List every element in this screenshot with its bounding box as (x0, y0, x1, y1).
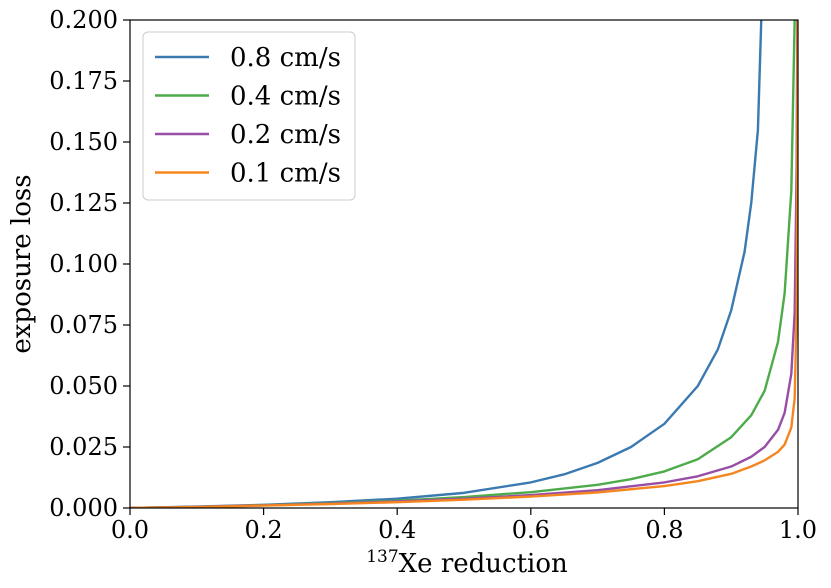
y-tick-label: 0.150 (49, 128, 118, 156)
y-tick-label: 0.000 (49, 494, 118, 522)
y-tick-label: 0.025 (49, 433, 118, 461)
x-tick-label: 1.0 (779, 516, 817, 544)
x-tick-label: 0.4 (378, 516, 416, 544)
legend-entry-1: 0.4 cm/s (230, 82, 341, 112)
y-tick-label: 0.125 (49, 189, 118, 217)
x-axis-label: 137Xe reduction (366, 547, 568, 579)
legend-entry-3: 0.1 cm/s (230, 159, 341, 189)
legend: 0.8 cm/s 0.4 cm/s 0.2 cm/s 0.1 cm/s (142, 31, 356, 201)
y-tick-label: 0.075 (49, 311, 118, 339)
y-tick-label: 0.050 (49, 372, 118, 400)
x-axis-label-superscript: 137 (366, 547, 398, 567)
x-tick-label: 0.0 (111, 516, 149, 544)
y-tick-label: 0.175 (49, 67, 118, 95)
x-axis-label-text: Xe reduction (399, 549, 568, 579)
plot-frame (129, 19, 799, 509)
x-tick-label: 0.6 (512, 516, 550, 544)
ticks-layer: 0.0 0.2 0.4 0.6 0.8 1.0 0.000 0.025 0.050 0.075 0.… (49, 6, 817, 544)
series-line-3 (130, 20, 798, 508)
legend-box (142, 31, 356, 201)
y-tick-label: 0.200 (49, 6, 118, 34)
y-axis-label: exposure loss (7, 174, 37, 353)
x-tick-label: 0.8 (645, 516, 683, 544)
y-tick-label: 0.100 (49, 250, 118, 278)
legend-entry-2: 0.2 cm/s (230, 120, 341, 150)
x-tick-label: 0.2 (245, 516, 283, 544)
legend-entry-0: 0.8 cm/s (230, 43, 341, 73)
series-layer (130, 20, 798, 508)
